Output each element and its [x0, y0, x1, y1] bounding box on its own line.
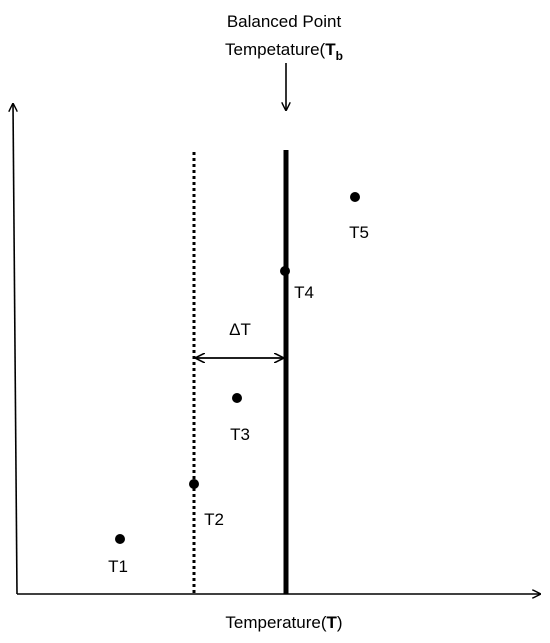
- point-t3-label: T3: [230, 425, 250, 444]
- point-t2-dot: [189, 479, 199, 489]
- point-t5-dot: [350, 192, 360, 202]
- annotation-subscript: b: [336, 49, 343, 63]
- point-t1-label: T1: [108, 557, 128, 576]
- annotation-subtitle: Tempetature(Tb: [225, 40, 343, 63]
- x-axis-label: Temperature(T): [225, 613, 342, 632]
- x-axis-label-symbol: T: [327, 613, 338, 632]
- delta-label: ΔT: [229, 320, 251, 339]
- point-t4-label: T4: [294, 283, 314, 302]
- annotation-title: Balanced Point: [227, 12, 342, 31]
- x-axis-label-suffix: ): [337, 613, 343, 632]
- annotation-prefix: Tempetature(: [225, 40, 325, 59]
- y-axis: [13, 104, 18, 595]
- point-t2-label: T2: [204, 510, 224, 529]
- point-t4-dot: [280, 266, 290, 276]
- annotation-symbol: T: [325, 40, 336, 59]
- x-axis-label-prefix: Temperature(: [225, 613, 326, 632]
- point-t5-label: T5: [349, 223, 369, 242]
- point-t1-dot: [115, 534, 125, 544]
- point-t3-dot: [232, 393, 242, 403]
